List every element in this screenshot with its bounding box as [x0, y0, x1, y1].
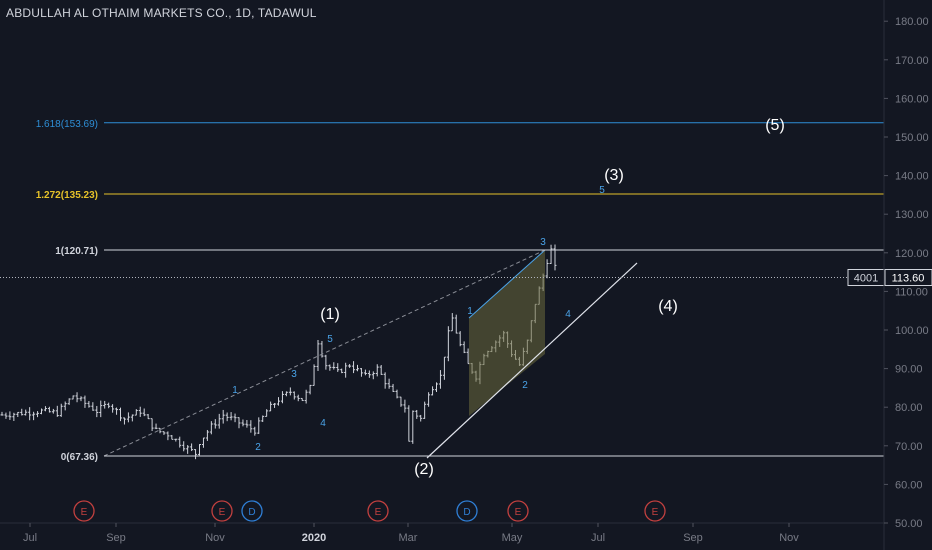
price-tick-label: 180.00 [895, 16, 929, 28]
minor-wave-label: 2 [522, 380, 528, 391]
price-tick-label: 130.00 [895, 209, 929, 221]
event-circle [367, 500, 389, 522]
elliott-wave-labels: (1) (2) (3) (4) (5) 1 2 3 4 5 1 2 3 4 5 [232, 117, 785, 478]
price-tick-label: 170.00 [895, 55, 929, 67]
event-letter: E [375, 507, 382, 518]
minor-wave-label: 1 [467, 306, 473, 317]
minor-wave-label: 4 [565, 309, 571, 320]
major-wave-label: (1) [320, 306, 340, 323]
event-letter: D [248, 507, 255, 518]
time-tick-label: Jul [23, 532, 37, 544]
earnings-marker[interactable]: E [211, 500, 233, 522]
channel-upper-line [468, 249, 546, 319]
wave-channel-fill [469, 250, 545, 416]
event-letter: E [219, 507, 226, 518]
price-tick-label: 90.00 [895, 364, 923, 376]
minor-wave-label: 3 [291, 369, 297, 380]
time-axis[interactable]: Jul Sep Nov 2020 Mar May Jul Sep Nov [0, 522, 884, 544]
support-trendline [426, 262, 638, 459]
price-tick-label: 80.00 [895, 402, 923, 414]
minor-wave-label: 2 [255, 442, 261, 453]
price-tick-label: 160.00 [895, 93, 929, 105]
time-tick-label: Sep [106, 532, 126, 544]
event-letter: E [81, 507, 88, 518]
dividend-marker[interactable]: D [456, 500, 478, 522]
minor-wave-label: 5 [327, 334, 333, 345]
earnings-marker[interactable]: E [73, 500, 95, 522]
price-tick-label: 140.00 [895, 171, 929, 183]
price-tick-label: 100.00 [895, 325, 929, 337]
event-circle [211, 500, 233, 522]
time-tick-label: Mar [399, 532, 418, 544]
major-wave-label: (4) [658, 298, 678, 315]
fib-label-0: 0(67.36) [61, 452, 98, 463]
fib-label-1.272: 1.272(135.23) [36, 190, 98, 201]
minor-wave-label: 3 [540, 237, 546, 248]
major-wave-label: (3) [604, 167, 624, 184]
event-circle [241, 500, 263, 522]
event-circle [507, 500, 529, 522]
time-tick-label: Sep [683, 532, 703, 544]
fib-label-1.618: 1.618(153.69) [36, 119, 98, 130]
price-tick-label: 60.00 [895, 479, 923, 491]
price-tag-label: 4001 [854, 273, 878, 285]
price-axis[interactable]: 50.00 60.00 70.00 80.00 90.00 100.00 110.00 120… [883, 0, 929, 550]
price-tick-label: 150.00 [895, 132, 929, 144]
major-wave-label: (2) [414, 461, 434, 478]
earnings-marker[interactable]: E [367, 500, 389, 522]
drawing-overlays: 4001 113.60 [0, 249, 932, 459]
major-wave-label: (5) [765, 117, 785, 134]
time-tick-label: Nov [779, 532, 799, 544]
earnings-marker[interactable]: E [507, 500, 529, 522]
minor-wave-label: 1 [232, 385, 238, 396]
event-letter: E [515, 507, 522, 518]
event-circle [644, 500, 666, 522]
event-circle [73, 500, 95, 522]
fibonacci-levels: 0(67.36) 1(120.71) 1.272(135.23) 1.618(153.… [36, 119, 884, 463]
price-tick-label: 120.00 [895, 248, 929, 260]
earnings-marker[interactable]: E [644, 500, 666, 522]
time-tick-label: 2020 [302, 532, 326, 544]
price-tick-label: 70.00 [895, 441, 923, 453]
fib-label-1: 1(120.71) [55, 246, 98, 257]
time-tick-label: May [502, 532, 523, 544]
price-tick-label: 50.00 [895, 518, 923, 530]
minor-wave-label: 5 [599, 185, 605, 196]
time-tick-label: Nov [205, 532, 225, 544]
minor-wave-label: 4 [320, 418, 326, 429]
chart-title: ABDULLAH AL OTHAIM MARKETS CO., 1D, TADA… [6, 6, 317, 20]
price-tick-label: 110.00 [895, 286, 928, 298]
dividend-marker[interactable]: D [241, 500, 263, 522]
last-price-box [884, 269, 932, 287]
event-letter: D [463, 507, 470, 518]
time-tick-label: Jul [591, 532, 605, 544]
event-letter: E [652, 507, 659, 518]
event-circle [456, 500, 478, 522]
last-price-label: 113.60 [892, 273, 925, 285]
